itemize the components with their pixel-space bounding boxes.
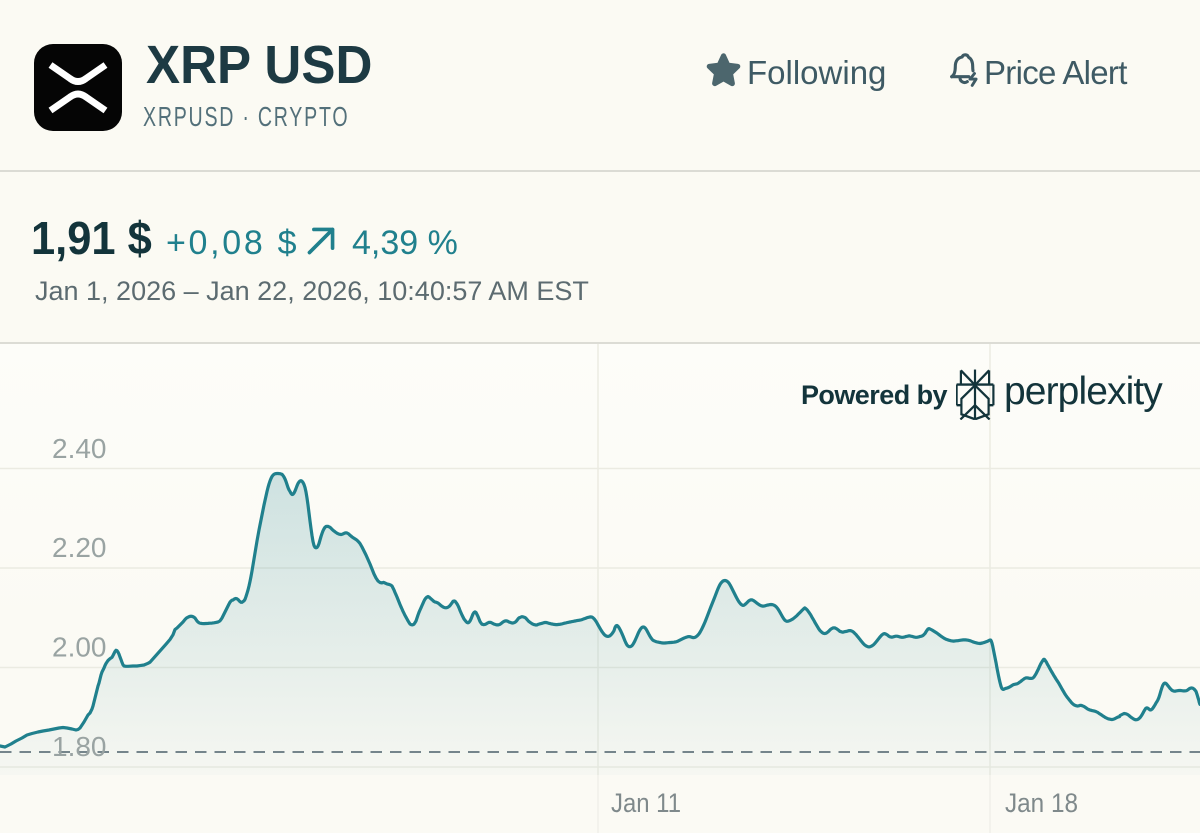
svg-text:2.20: 2.20	[52, 532, 107, 563]
svg-text:Jan 18: Jan 18	[1005, 788, 1078, 818]
svg-text:Jan 11: Jan 11	[611, 788, 681, 818]
svg-text:2.40: 2.40	[52, 433, 107, 464]
svg-text:1.80: 1.80	[52, 731, 107, 762]
svg-text:2.00: 2.00	[52, 632, 107, 663]
